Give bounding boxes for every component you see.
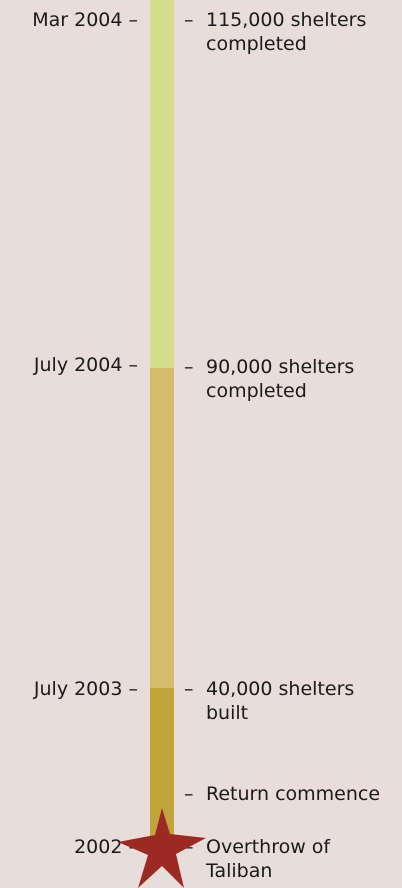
timeline-segment-top [150, 0, 174, 368]
event-text-line1: 40,000 shelters [206, 678, 355, 700]
event-label-115000: –115,000 shelters completed [184, 8, 366, 56]
event-text-line2: completed [206, 33, 307, 55]
event-dash: – [184, 783, 194, 805]
event-text-line2: Taliban [206, 860, 273, 882]
event-dash: – [184, 356, 194, 378]
event-text-line1: 90,000 shelters [206, 356, 355, 378]
star-icon [118, 808, 206, 888]
event-label-return: – Return commence [184, 782, 380, 806]
event-text-line1: Return commence [206, 783, 381, 805]
event-text-line2: built [206, 702, 249, 724]
event-text-line2: completed [206, 380, 307, 402]
event-text-line1: Overthrow of [206, 836, 331, 858]
date-label-july-2004: July 2004 – [33, 354, 138, 376]
event-dash: – [184, 678, 194, 700]
event-label-90000: –90,000 shelters completed [184, 355, 354, 403]
timeline-segment-middle [150, 368, 174, 688]
event-dash: – [184, 9, 194, 31]
date-label-july-2003: July 2003 – [33, 678, 138, 700]
date-label-mar-2004: Mar 2004 – [32, 9, 138, 31]
event-text-line1: 115,000 shelters [206, 9, 367, 31]
event-label-40000: –40,000 shelters built [184, 677, 354, 725]
